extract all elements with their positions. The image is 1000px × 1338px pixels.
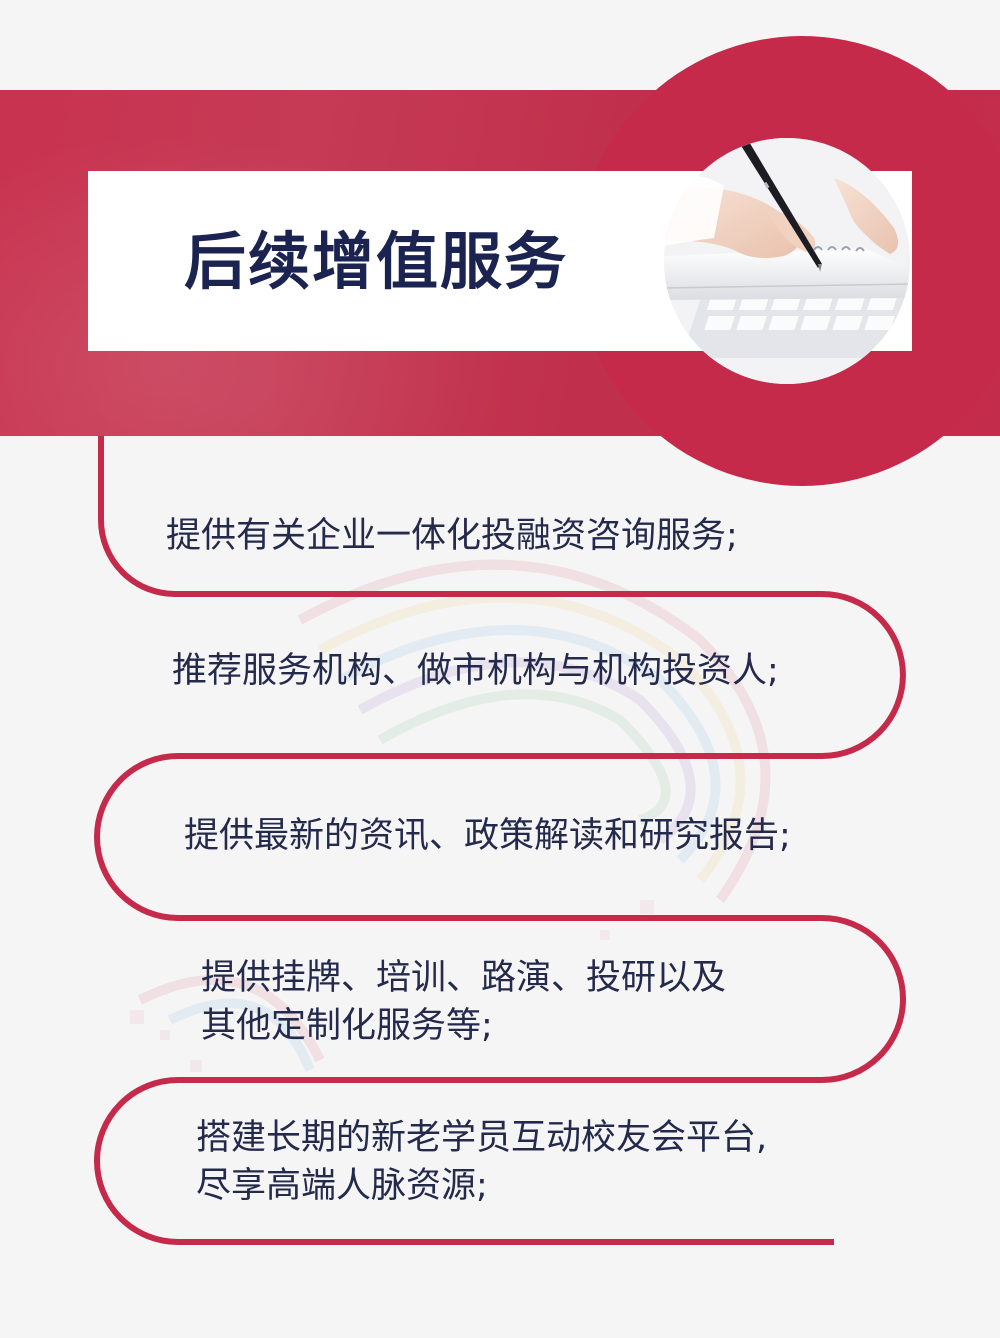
- service-item-3: 提供最新的资讯、政策解读和研究报告;: [184, 816, 791, 856]
- service-item-4: 提供挂牌、培训、路演、投研以及 其他定制化服务等;: [201, 958, 727, 1046]
- service-item-5: 搭建长期的新老学员互动校友会平台, 尽享高端人脉资源;: [196, 1118, 768, 1206]
- page-title: 后续增值服务: [184, 225, 569, 298]
- service-item-2: 推荐服务机构、做市机构与机构投资人;: [172, 651, 779, 691]
- service-item-1: 提供有关企业一体化投融资咨询服务;: [166, 516, 738, 556]
- hand-writing-photo: [664, 138, 910, 384]
- hand-writing-with-pen-icon: [664, 138, 910, 384]
